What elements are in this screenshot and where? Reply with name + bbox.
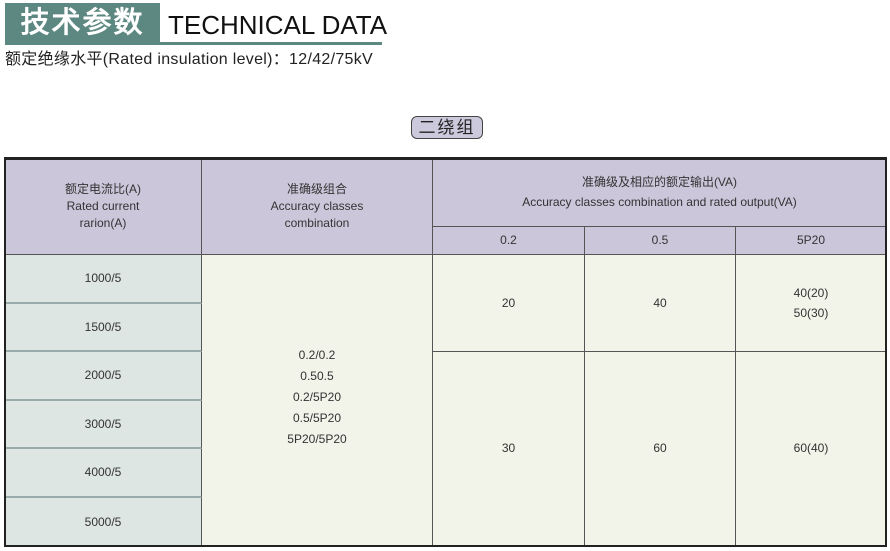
header-ratio: 额定电流比(A) Rated current rarion(A) (5, 158, 202, 255)
ratio-cell: 1000/5 (5, 255, 202, 304)
header-sub-5p20: 5P20 (736, 227, 887, 255)
ratio-cell: 4000/5 (5, 449, 202, 498)
title-en: TECHNICAL DATA (168, 10, 388, 40)
ratio-cell: 3000/5 (5, 401, 202, 449)
output-cell: 40(20) 50(30) (736, 255, 887, 352)
output-cell: 30 (433, 352, 585, 546)
header-sub-0.5: 0.5 (585, 227, 736, 255)
title-underline (5, 42, 382, 45)
header-combination: 准确级组合 Accuracy classes combination (202, 158, 433, 255)
ratio-cell: 5000/5 (5, 498, 202, 546)
output-cell: 20 (433, 255, 585, 352)
header-output: 准确级及相应的额定输出(VA) Accuracy classes combina… (433, 158, 887, 227)
output-cell: 60(40) (736, 352, 887, 546)
ratio-cell: 1500/5 (5, 304, 202, 352)
ratio-cell: 2000/5 (5, 352, 202, 401)
header-sub-0.2: 0.2 (433, 227, 585, 255)
combination-cell: 0.2/0.2 0.50.5 0.2/5P20 0.5/5P20 5P20/5P… (202, 255, 433, 546)
title-cn: 技术参数 (5, 3, 160, 43)
subtitle: 额定绝缘水平(Rated insulation level)：12/42/75k… (5, 51, 374, 68)
section-badge: 二绕组 (411, 116, 483, 139)
output-cell: 40 (585, 255, 736, 352)
output-cell: 60 (585, 352, 736, 546)
